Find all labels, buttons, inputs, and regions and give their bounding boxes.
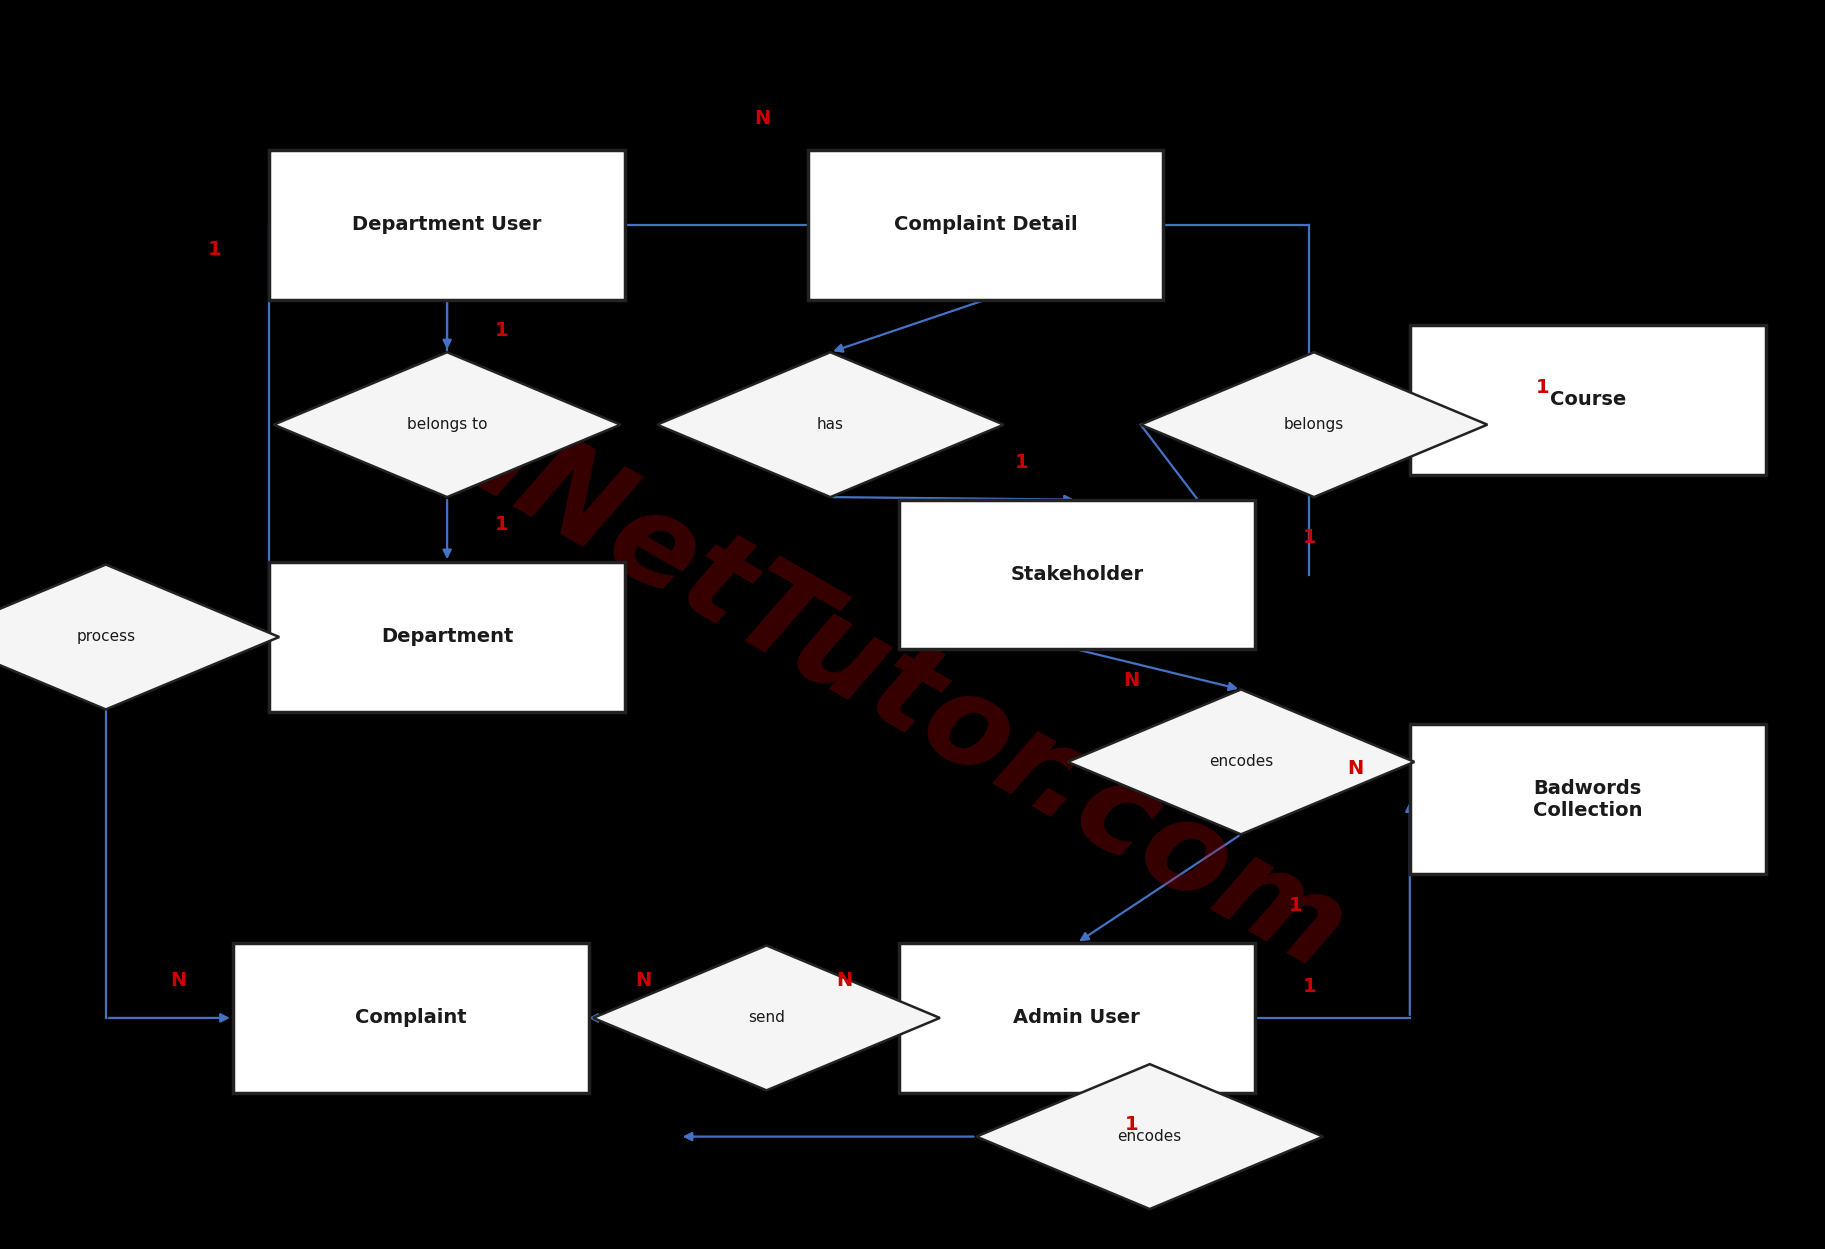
- Bar: [1409, 724, 1765, 874]
- Text: belongs to: belongs to: [407, 417, 487, 432]
- Polygon shape: [976, 1064, 1323, 1209]
- Text: 1: 1: [208, 240, 221, 260]
- Text: N: N: [1347, 758, 1363, 778]
- Text: 1: 1: [495, 515, 509, 535]
- Polygon shape: [274, 352, 620, 497]
- Text: Stakeholder: Stakeholder: [1011, 565, 1142, 585]
- Text: belongs: belongs: [1283, 417, 1345, 432]
- Text: N: N: [754, 109, 770, 129]
- Text: N: N: [836, 970, 852, 990]
- Text: encodes: encodes: [1208, 754, 1274, 769]
- Text: Admin User: Admin User: [1013, 1008, 1141, 1028]
- Bar: [234, 943, 588, 1093]
- Polygon shape: [593, 945, 940, 1090]
- Polygon shape: [657, 352, 1004, 497]
- Polygon shape: [1141, 352, 1487, 497]
- Text: has: has: [818, 417, 843, 432]
- Polygon shape: [0, 565, 279, 709]
- Text: process: process: [77, 629, 135, 644]
- Bar: [898, 943, 1256, 1093]
- Text: 1: 1: [495, 321, 509, 341]
- Text: Complaint: Complaint: [354, 1008, 467, 1028]
- Text: 1: 1: [1015, 452, 1029, 472]
- Text: N: N: [1124, 671, 1139, 691]
- Text: Department User: Department User: [352, 215, 542, 235]
- Text: N: N: [170, 970, 186, 990]
- Text: encodes: encodes: [1117, 1129, 1183, 1144]
- Text: iNetTutor.com: iNetTutor.com: [460, 402, 1365, 997]
- Text: send: send: [748, 1010, 785, 1025]
- Text: Course: Course: [1549, 390, 1626, 410]
- Text: N: N: [635, 970, 652, 990]
- Bar: [1409, 325, 1765, 475]
- Text: 1: 1: [1303, 977, 1316, 997]
- Text: Badwords
Collection: Badwords Collection: [1533, 779, 1642, 819]
- Text: Complaint Detail: Complaint Detail: [894, 215, 1077, 235]
- Bar: [898, 500, 1256, 649]
- Text: 1: 1: [1535, 377, 1549, 397]
- Bar: [270, 562, 624, 712]
- Text: 1: 1: [1303, 527, 1316, 547]
- Text: 1: 1: [1288, 896, 1303, 916]
- Bar: [270, 150, 624, 300]
- Text: Department: Department: [381, 627, 513, 647]
- Text: 1: 1: [1124, 1114, 1139, 1134]
- Polygon shape: [1068, 689, 1414, 834]
- Bar: [807, 150, 1164, 300]
